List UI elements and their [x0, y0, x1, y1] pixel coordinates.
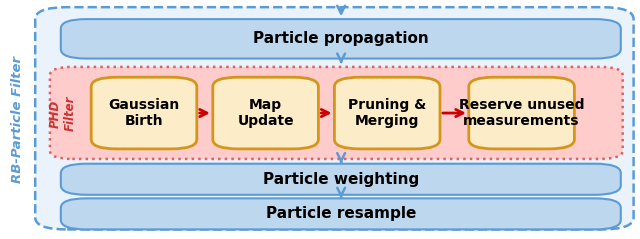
Text: Pruning &
Merging: Pruning & Merging [348, 98, 426, 128]
Text: PHD
Filter: PHD Filter [49, 96, 77, 131]
FancyBboxPatch shape [334, 77, 440, 149]
FancyBboxPatch shape [468, 77, 575, 149]
FancyBboxPatch shape [92, 77, 197, 149]
Text: Reserve unused
measurements: Reserve unused measurements [459, 98, 584, 128]
FancyBboxPatch shape [61, 19, 621, 59]
Text: Particle weighting: Particle weighting [262, 172, 419, 187]
FancyBboxPatch shape [50, 67, 623, 159]
Text: Particle resample: Particle resample [266, 206, 416, 221]
Text: Map
Update: Map Update [237, 98, 294, 128]
FancyBboxPatch shape [212, 77, 319, 149]
Text: Gaussian
Birth: Gaussian Birth [108, 98, 180, 128]
Text: Particle propagation: Particle propagation [253, 31, 429, 46]
FancyBboxPatch shape [35, 7, 634, 229]
FancyBboxPatch shape [61, 198, 621, 229]
FancyBboxPatch shape [61, 164, 621, 195]
Text: RB-Particle Filter: RB-Particle Filter [12, 56, 24, 183]
